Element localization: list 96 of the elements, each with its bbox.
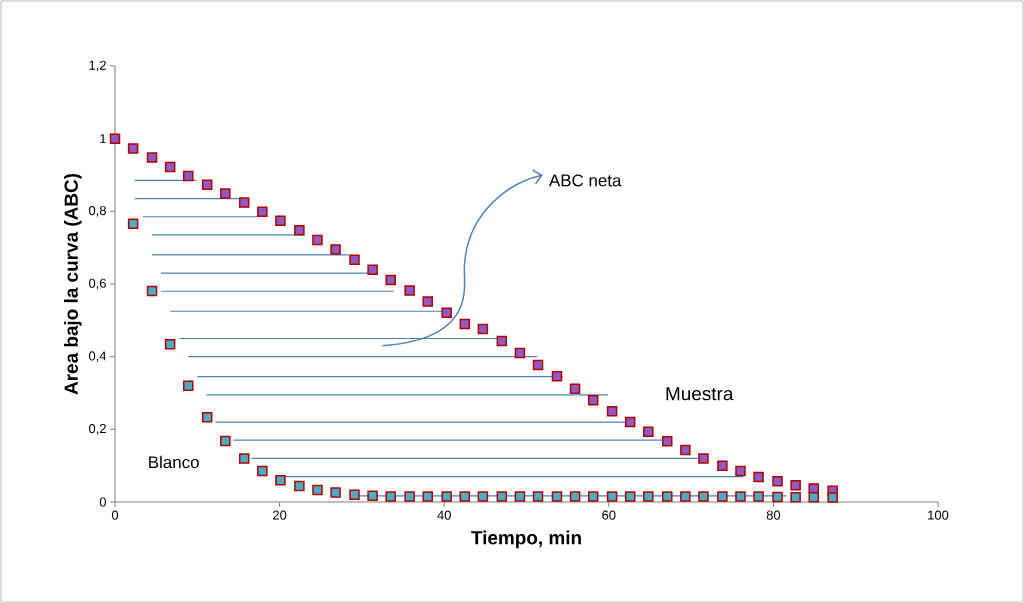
point xyxy=(183,380,194,391)
point xyxy=(698,453,709,464)
annotation: ABC neta xyxy=(548,174,622,187)
point xyxy=(624,491,636,502)
point xyxy=(275,215,286,227)
point xyxy=(753,471,764,483)
y-tick-label: 1 xyxy=(100,134,106,144)
point xyxy=(349,489,360,500)
point xyxy=(404,491,415,502)
point xyxy=(201,179,213,191)
point xyxy=(459,318,471,330)
point xyxy=(753,491,764,502)
point xyxy=(330,244,341,255)
point xyxy=(477,491,489,502)
point xyxy=(717,491,728,502)
point xyxy=(551,491,563,502)
y-tick-label: 0,4 xyxy=(88,351,107,362)
point xyxy=(220,188,231,199)
point xyxy=(698,491,709,502)
y-tick-label: 0,2 xyxy=(88,423,106,435)
point xyxy=(164,339,176,350)
y-tick-label: 0,6 xyxy=(88,278,106,290)
point xyxy=(532,491,544,502)
point xyxy=(514,491,526,502)
point xyxy=(514,347,526,359)
point xyxy=(257,465,268,477)
point xyxy=(643,491,654,502)
point xyxy=(680,444,691,456)
point xyxy=(587,395,599,406)
point xyxy=(772,476,783,487)
point xyxy=(551,371,563,382)
point xyxy=(330,487,341,498)
point xyxy=(294,480,305,492)
x-tick-label: 40 xyxy=(437,510,451,520)
series-label: Muestra xyxy=(666,387,734,401)
x-tick-label: 20 xyxy=(273,510,287,520)
point xyxy=(661,436,673,447)
point xyxy=(238,197,250,208)
point xyxy=(643,426,654,438)
point xyxy=(422,296,433,307)
point xyxy=(201,412,213,423)
point xyxy=(349,254,360,265)
y-tick-label: 0,8 xyxy=(88,205,106,217)
point xyxy=(772,491,783,503)
point xyxy=(441,307,452,318)
point xyxy=(532,359,544,371)
point xyxy=(238,453,250,464)
point xyxy=(661,491,673,502)
y-axis-title: Area bajo la curva (ABC) xyxy=(64,173,82,395)
point xyxy=(385,491,396,502)
point xyxy=(183,170,194,182)
point xyxy=(367,490,378,502)
point xyxy=(496,335,508,347)
series-label: Blanco xyxy=(149,455,199,469)
point xyxy=(422,491,433,502)
point xyxy=(569,383,581,394)
point xyxy=(109,133,121,144)
x-tick-label: 80 xyxy=(766,510,781,520)
point xyxy=(146,285,158,297)
point xyxy=(164,161,176,173)
point xyxy=(735,465,746,477)
point xyxy=(127,143,139,154)
x-tick-label: 100 xyxy=(928,510,949,520)
point xyxy=(220,435,231,447)
point xyxy=(385,274,396,286)
point xyxy=(606,491,618,502)
x-axis-title: Tiempo, min xyxy=(471,530,581,549)
point xyxy=(441,491,452,502)
point xyxy=(312,234,323,246)
point xyxy=(477,323,489,335)
point xyxy=(790,480,801,491)
y-tick-label: 1,2 xyxy=(89,60,106,72)
point xyxy=(404,285,415,296)
point xyxy=(294,224,305,236)
point xyxy=(827,492,838,503)
point xyxy=(790,492,801,503)
point xyxy=(735,491,746,502)
point xyxy=(146,152,158,163)
point xyxy=(717,460,728,471)
point xyxy=(680,491,691,502)
point xyxy=(459,491,471,502)
point xyxy=(606,405,618,417)
point xyxy=(275,474,286,486)
point xyxy=(367,264,378,276)
point xyxy=(808,492,819,503)
point xyxy=(127,218,139,229)
point xyxy=(312,484,323,496)
x-tick-label: 0 xyxy=(111,510,119,520)
point xyxy=(569,491,581,502)
point xyxy=(257,206,268,217)
point xyxy=(496,491,508,502)
point xyxy=(587,491,599,502)
point xyxy=(808,483,819,494)
x-tick-label: 60 xyxy=(602,510,616,520)
point xyxy=(624,416,636,428)
y-tick-label: 0 xyxy=(99,497,106,507)
